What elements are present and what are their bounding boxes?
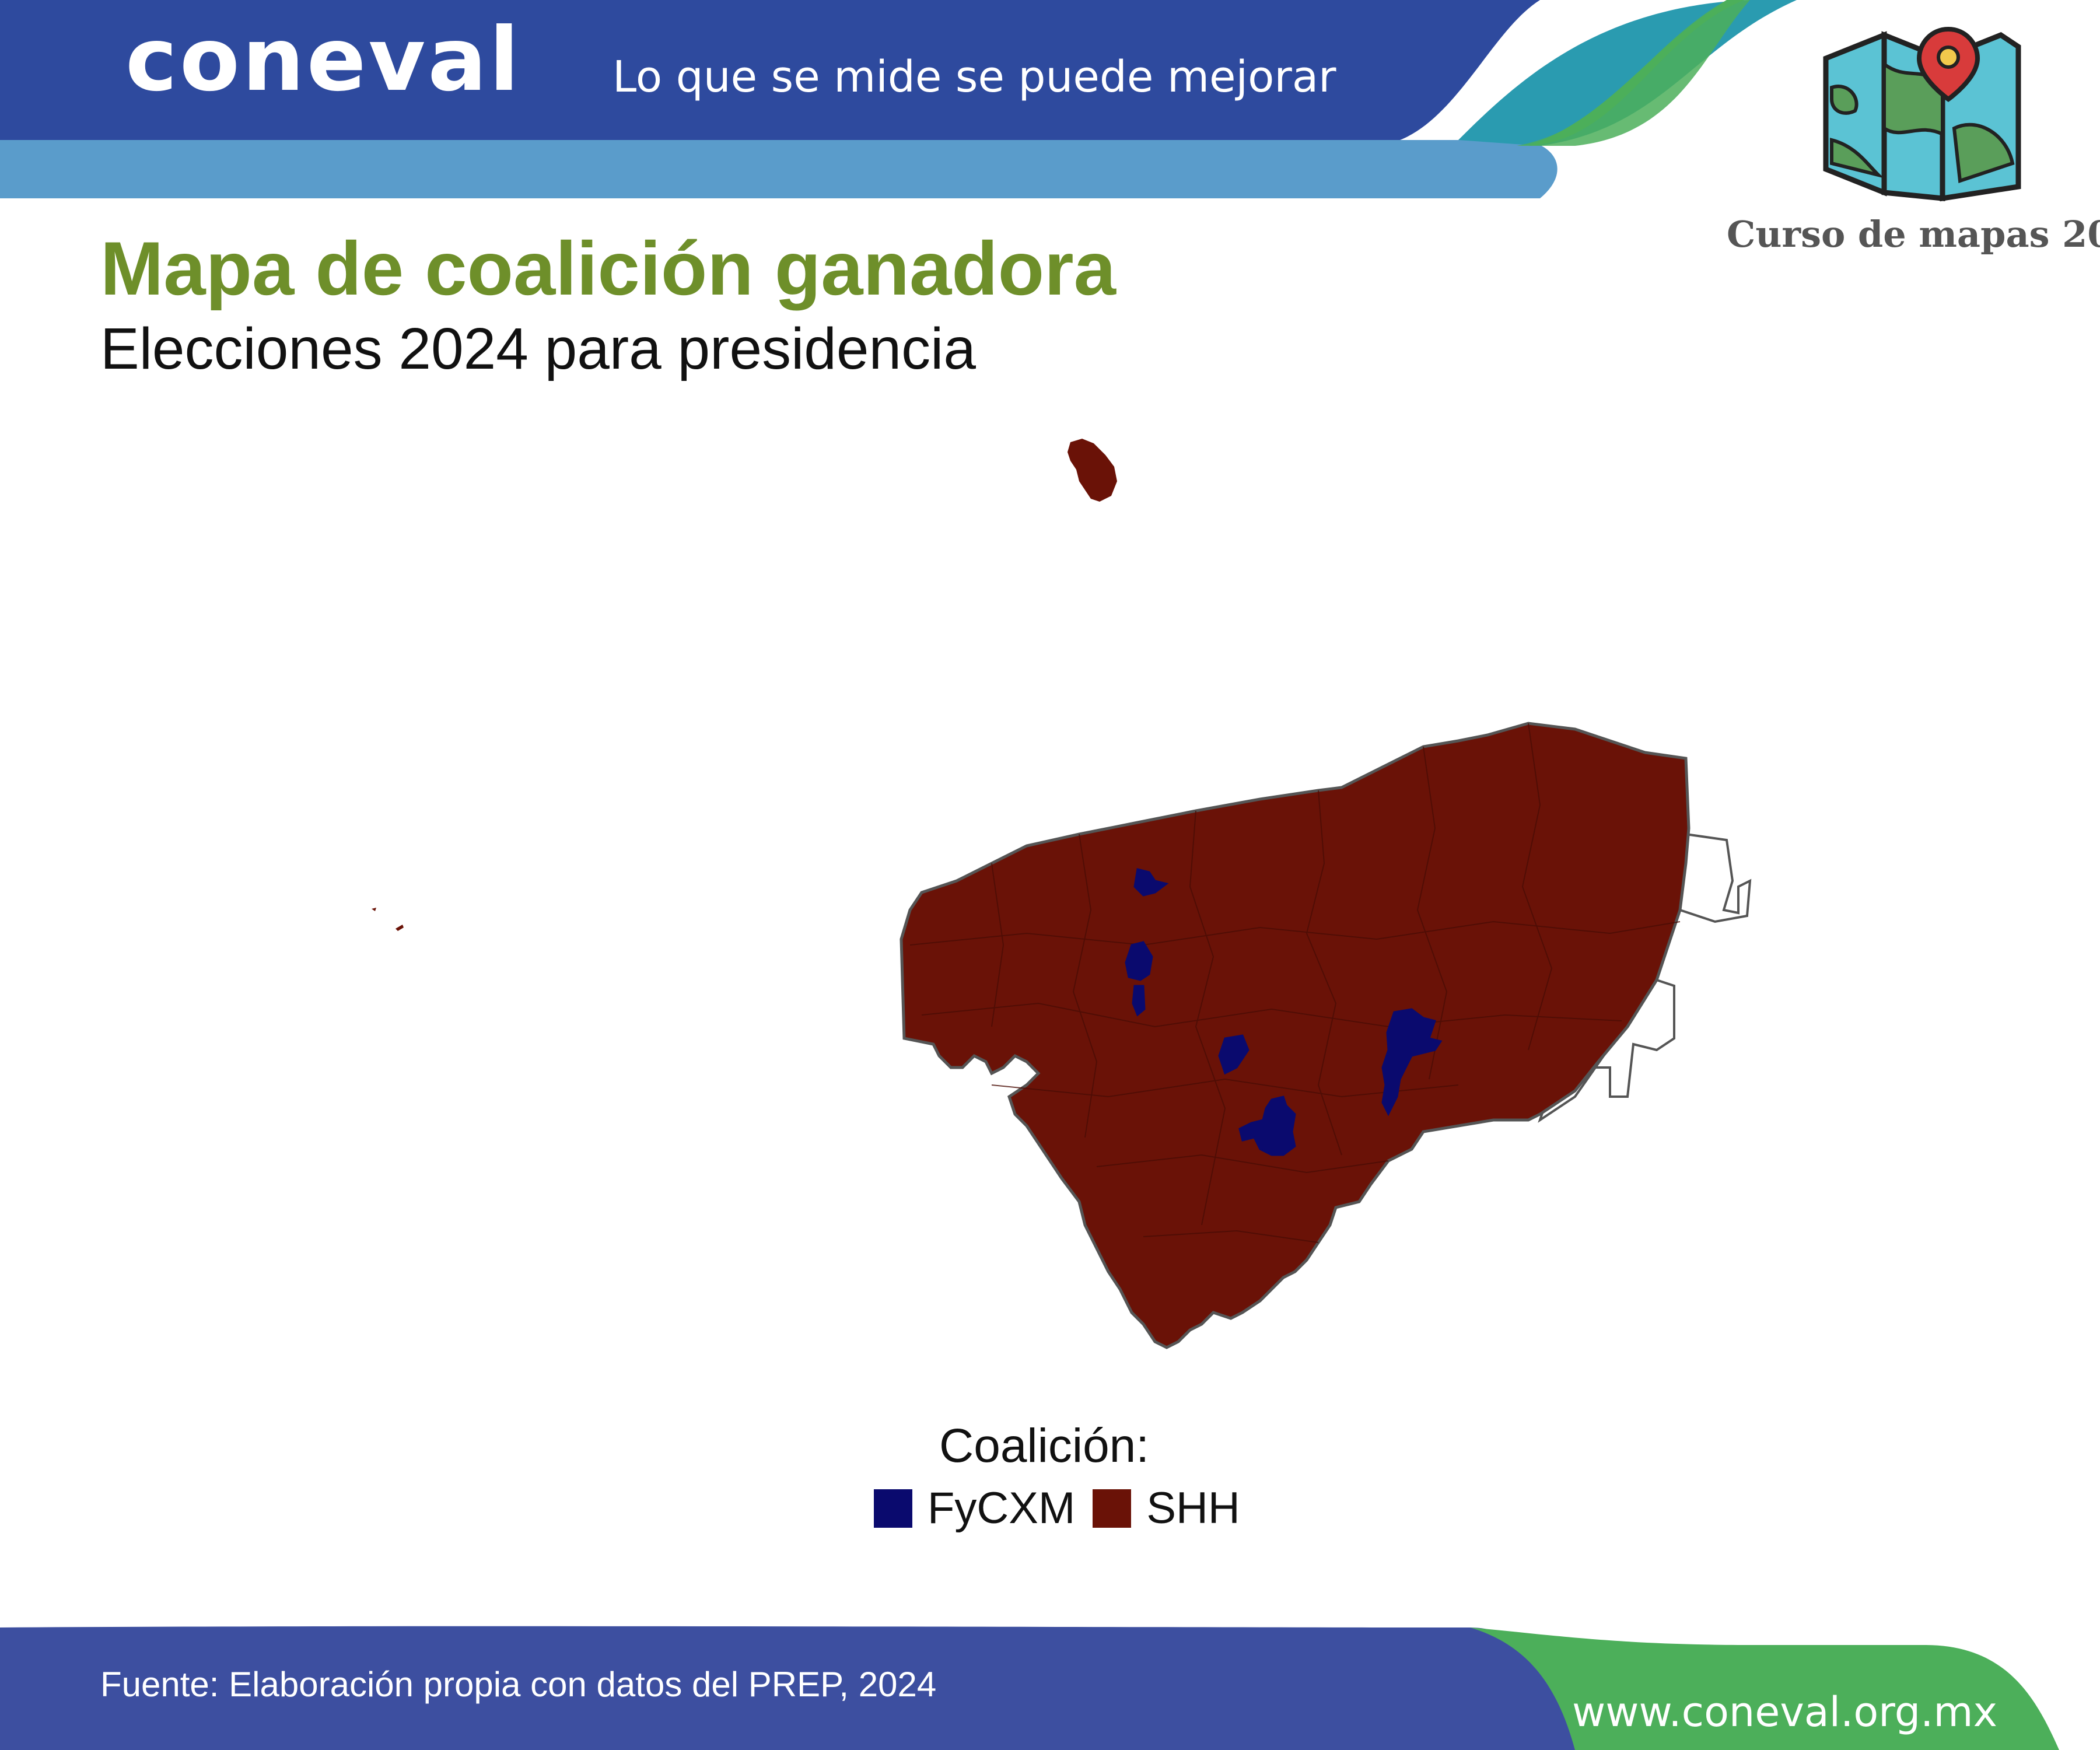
legend-swatch-fycxm <box>874 1489 912 1528</box>
legend: FyCXM SHH <box>874 1486 1258 1531</box>
legend-title: Coalición: <box>939 1419 1150 1472</box>
header-slogan: Lo que se mide se puede mejorar <box>612 52 1336 102</box>
map-islet <box>396 925 404 931</box>
footer-url[interactable]: www.coneval.org.mx <box>1572 1688 1998 1736</box>
map-region-fycxm <box>1125 868 1443 1156</box>
neighbor-outline-north <box>1678 832 1752 923</box>
legend-label-shh: SHH <box>1146 1483 1240 1533</box>
legend-swatch-shh <box>1093 1489 1132 1528</box>
legend-item-fycxm: FyCXM <box>874 1486 1075 1531</box>
municipality-borders <box>909 723 1681 1243</box>
header-banner <box>0 0 1797 198</box>
map-islet <box>372 908 376 911</box>
legend-item-shh: SHH <box>1093 1486 1240 1531</box>
page-subtitle: Elecciones 2024 para presidencia <box>100 316 976 382</box>
course-label: Curso de mapas 2024 <box>1727 213 2100 256</box>
election-map <box>372 439 1752 1349</box>
legend-label-fycxm: FyCXM <box>928 1483 1076 1533</box>
footer-source: Fuente: Elaboración propia con datos del… <box>100 1665 937 1704</box>
folded-map-pin-icon <box>1823 26 2021 202</box>
coneval-logo: coneval <box>125 9 522 111</box>
map-island <box>1068 439 1117 502</box>
map-region-shh <box>900 722 1690 1349</box>
page-title: Mapa de coalición ganadora <box>100 226 1116 311</box>
footer-banner <box>0 1626 2059 1750</box>
